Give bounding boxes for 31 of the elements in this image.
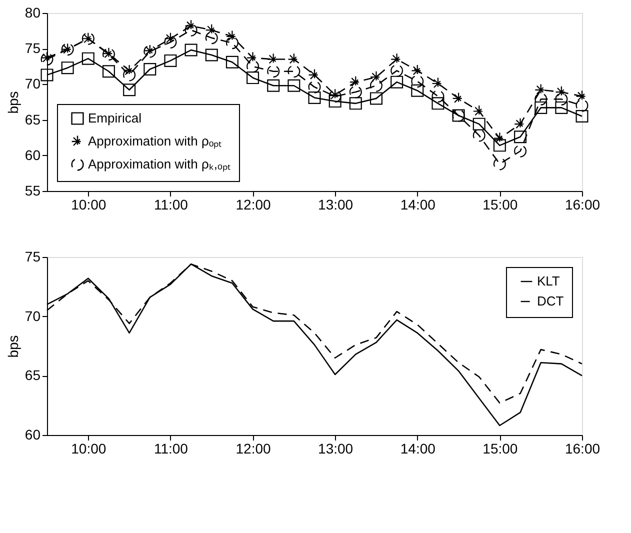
x-tick-label: 16:00 (564, 196, 600, 212)
x-tick-label: 10:00 (71, 440, 106, 456)
x-tick-label: 11:00 (154, 196, 188, 212)
legend-label: Approximation with ρₒₚₜ (88, 134, 222, 150)
y-tick-label: 60 (24, 426, 41, 442)
x-tick-label: 13:00 (318, 440, 354, 456)
y-axis-title: bps (4, 91, 21, 114)
legend-label: Approximation with ρₖ,ₒₚₜ (88, 156, 230, 172)
x-tick-label: 15:00 (482, 196, 518, 212)
y-tick-label: 65 (24, 111, 41, 128)
x-tick-label: 10:00 (71, 196, 106, 212)
x-tick-label: 14:00 (400, 440, 436, 456)
legend-label: KLT (537, 274, 560, 288)
x-tick-label: 14:00 (400, 196, 436, 212)
y-tick-label: 75 (24, 248, 41, 264)
y-tick-label: 70 (24, 76, 41, 92)
y-tick-label: 55 (24, 182, 41, 198)
y-tick-label: 65 (24, 367, 41, 384)
legend-label: DCT (537, 294, 564, 308)
x-tick-label: 12:00 (236, 440, 271, 456)
legend-label: Empirical (88, 110, 142, 126)
x-tick-label: 12:00 (236, 196, 271, 212)
x-tick-label: 16:00 (564, 440, 600, 456)
x-tick-label: 13:00 (318, 196, 354, 212)
y-tick-label: 70 (24, 308, 41, 324)
y-tick-label: 60 (24, 146, 41, 163)
x-tick-label: 15:00 (482, 440, 518, 456)
y-tick-label: 80 (24, 4, 41, 20)
y-axis-title: bps (4, 335, 21, 358)
x-tick-label: 11:00 (154, 440, 188, 456)
y-tick-label: 75 (24, 40, 41, 56)
